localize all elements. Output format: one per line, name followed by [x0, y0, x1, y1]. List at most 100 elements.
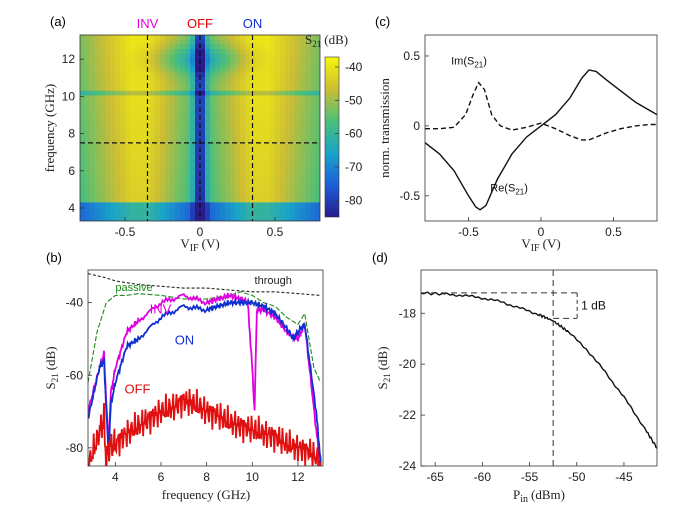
heatmap-cell [100, 35, 106, 41]
heatmap-cell [195, 90, 201, 96]
heatmap-cell [80, 207, 86, 213]
panel-a-xtick-label: 0.5 [267, 225, 284, 239]
heatmap-cell [200, 165, 206, 171]
heatmap-cell [240, 76, 246, 82]
heatmap-cell [245, 114, 251, 120]
heatmap-cell [235, 211, 241, 217]
heatmap-cell [280, 62, 286, 68]
heatmap-cell [190, 35, 196, 41]
heatmap-cell [220, 67, 226, 73]
heatmap-cell [80, 35, 86, 41]
heatmap-cell [190, 109, 196, 115]
heatmap-cell [205, 146, 211, 152]
heatmap-cell [130, 155, 136, 161]
heatmap-cell [170, 151, 176, 157]
heatmap-cell [200, 39, 206, 45]
heatmap-cell [115, 128, 121, 134]
heatmap-cell [210, 155, 216, 161]
heatmap-cell [265, 202, 271, 208]
heatmap-cell [110, 90, 116, 96]
heatmap-cell [205, 202, 211, 208]
heatmap-cell [225, 128, 231, 134]
heatmap-cell [310, 193, 316, 199]
heatmap-cell [140, 155, 146, 161]
heatmap-cell [180, 202, 186, 208]
heatmap-cell [180, 118, 186, 124]
heatmap-cell [80, 58, 86, 64]
heatmap-cell [160, 207, 166, 213]
heatmap-cell [290, 67, 296, 73]
panel-b-frame [87, 269, 324, 467]
heatmap-cell [190, 86, 196, 92]
heatmap-cell [155, 53, 161, 59]
heatmap-cell [245, 197, 251, 203]
heatmap-cell [170, 188, 176, 194]
heatmap-cell [315, 179, 320, 185]
heatmap-cell [95, 123, 101, 129]
heatmap-cell [85, 188, 91, 194]
heatmap-cell [80, 188, 86, 194]
heatmap-cell [290, 202, 296, 208]
heatmap-cell [225, 86, 231, 92]
heatmap-cell [140, 35, 146, 41]
heatmap-cell [120, 58, 126, 64]
heatmap-cell [185, 62, 191, 68]
heatmap-cell [135, 39, 141, 45]
heatmap-cell [275, 174, 281, 180]
heatmap-cell [205, 95, 211, 101]
heatmap-cell [230, 207, 236, 213]
heatmap-cell [115, 53, 121, 59]
heatmap-cell [200, 160, 206, 166]
heatmap-cell [90, 193, 96, 199]
heatmap-cell [180, 114, 186, 120]
heatmap-cell [135, 35, 141, 41]
heatmap-cell [130, 202, 136, 208]
heatmap-cell [280, 188, 286, 194]
heatmap-cell [180, 179, 186, 185]
heatmap-cell [175, 183, 181, 189]
heatmap-cell [120, 67, 126, 73]
heatmap-cell [290, 76, 296, 82]
heatmap-cell [125, 95, 131, 101]
heatmap-cell [120, 188, 126, 194]
heatmap-cell [270, 39, 276, 45]
heatmap-cell [110, 151, 116, 157]
heatmap-cell [260, 151, 266, 157]
heatmap-cell [145, 151, 151, 157]
heatmap-cell [130, 95, 136, 101]
heatmap-cell [210, 53, 216, 59]
heatmap-cell [120, 160, 126, 166]
heatmap-cell [215, 100, 221, 106]
heatmap-cell [145, 197, 151, 203]
heatmap-cell [175, 207, 181, 213]
heatmap-cell [100, 211, 106, 217]
heatmap-cell [280, 155, 286, 161]
heatmap-cell [235, 48, 241, 54]
heatmap-cell [115, 151, 121, 157]
heatmap-cell [85, 44, 91, 50]
heatmap-cell [225, 216, 231, 221]
heatmap-cell [100, 151, 106, 157]
heatmap-cell [185, 132, 191, 138]
heatmap-cell [275, 183, 281, 189]
heatmap-cell [160, 86, 166, 92]
heatmap-cell [230, 216, 236, 221]
heatmap-cell [80, 179, 86, 185]
panel-b-xtick-label: 12 [291, 470, 305, 484]
heatmap-cell [190, 211, 196, 217]
heatmap-cell [150, 128, 156, 134]
heatmap-cell [95, 62, 101, 68]
heatmap-cell [135, 58, 141, 64]
heatmap-cell [110, 58, 116, 64]
heatmap-cell [125, 86, 131, 92]
heatmap-cell [195, 216, 201, 221]
heatmap-cell [235, 81, 241, 87]
heatmap-cell [295, 72, 301, 78]
heatmap-cell [165, 58, 171, 64]
heatmap-cell [150, 109, 156, 115]
heatmap-cell [120, 86, 126, 92]
heatmap-cell [185, 179, 191, 185]
heatmap-cell [220, 183, 226, 189]
heatmap-cell [135, 76, 141, 82]
heatmap-cell [80, 39, 86, 45]
